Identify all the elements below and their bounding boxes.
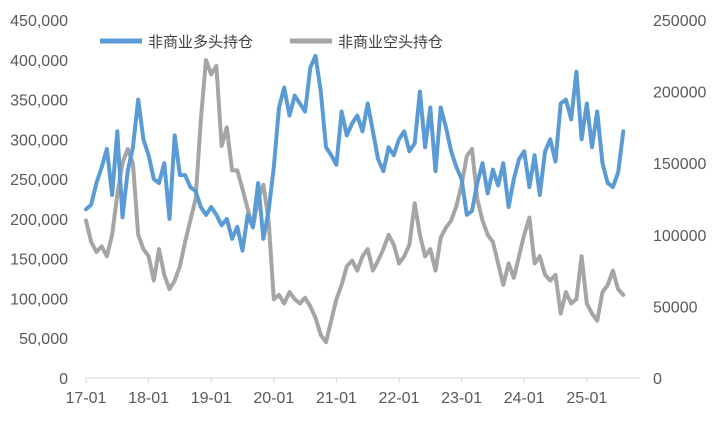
left-tick-label: 200,000 (10, 212, 68, 229)
left-tick-label: 50,000 (19, 331, 68, 348)
legend: 非商业多头持仓 非商业空头持仓 (100, 33, 443, 51)
x-tick-label: 17-01 (66, 390, 107, 407)
x-axis-ticks: 17-01 18-01 19-01 20-01 21-01 22-01 23-01 24-01… (66, 378, 607, 407)
right-tick-label: 100000 (653, 228, 706, 245)
x-tick-label: 22-01 (379, 390, 420, 407)
series-layer (84, 53, 626, 345)
series-line-long-positions (84, 53, 626, 253)
left-tick-label: 0 (59, 371, 68, 388)
x-tick-label: 20-01 (253, 390, 294, 407)
x-tick-label: 24-01 (504, 390, 545, 407)
x-tick-label: 25-01 (566, 390, 607, 407)
right-tick-label: 200000 (653, 85, 706, 102)
left-tick-label: 300,000 (10, 132, 68, 149)
x-tick-label: 18-01 (128, 390, 169, 407)
right-tick-label: 50000 (653, 299, 698, 316)
right-tick-label: 250000 (653, 13, 706, 30)
left-tick-label: 250,000 (10, 172, 68, 189)
legend-label: 非商业多头持仓 (148, 33, 253, 51)
x-tick-label: 23-01 (441, 390, 482, 407)
x-tick-label: 21-01 (316, 390, 357, 407)
left-tick-label: 350,000 (10, 93, 68, 110)
left-y-axis-ticks: 0 50,000 100,000 150,000 200,000 250,000 300,0… (10, 13, 68, 388)
right-tick-label: 0 (653, 371, 662, 388)
x-tick-label: 19-01 (191, 390, 232, 407)
left-tick-label: 400,000 (10, 53, 68, 70)
right-y-axis-ticks: 0 50000 100000 150000 200000 250000 (653, 13, 706, 388)
left-tick-label: 450,000 (10, 13, 68, 30)
left-tick-label: 100,000 (10, 291, 68, 308)
right-tick-label: 150000 (653, 156, 706, 173)
left-tick-label: 150,000 (10, 252, 68, 269)
series-line-short-positions (84, 58, 626, 345)
legend-label: 非商业空头持仓 (338, 33, 443, 51)
